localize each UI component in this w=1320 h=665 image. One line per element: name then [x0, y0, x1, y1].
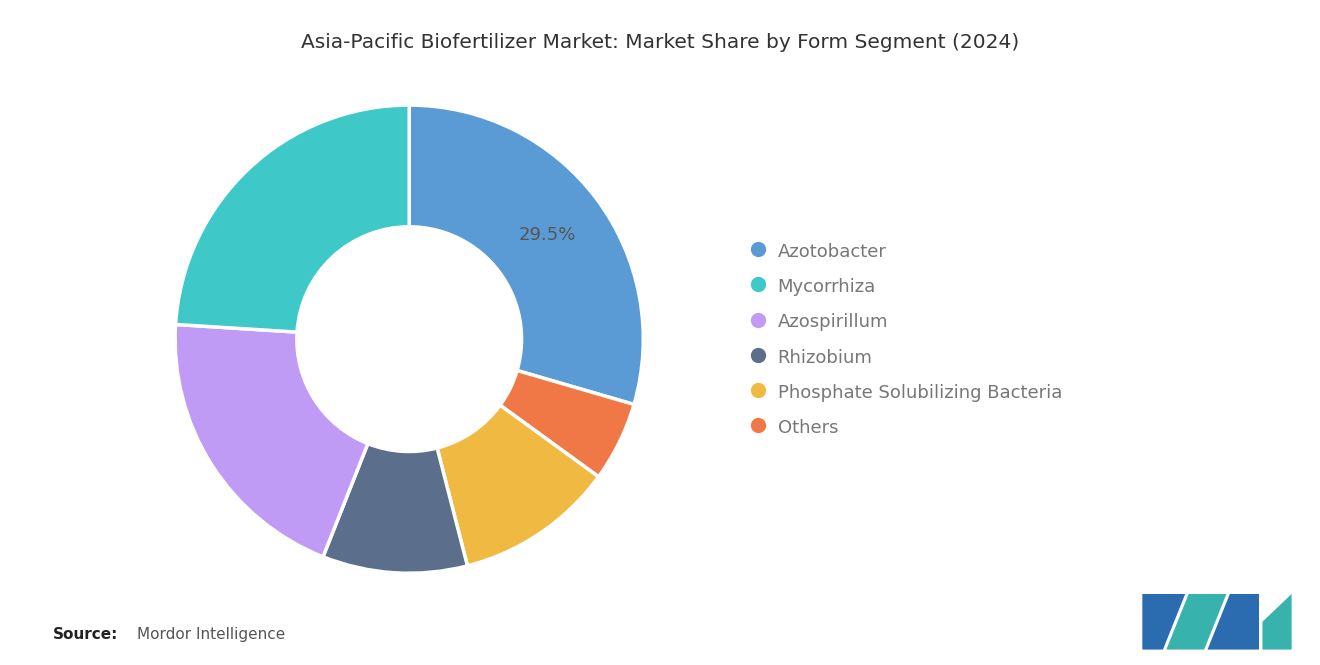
Text: Asia-Pacific Biofertilizer Market: Market Share by Form Segment (2024): Asia-Pacific Biofertilizer Market: Marke…	[301, 33, 1019, 53]
Polygon shape	[1142, 594, 1185, 650]
Polygon shape	[1167, 594, 1226, 650]
Wedge shape	[409, 105, 643, 404]
Polygon shape	[1208, 594, 1259, 650]
Wedge shape	[176, 105, 409, 332]
Text: Mordor Intelligence: Mordor Intelligence	[137, 626, 285, 642]
Wedge shape	[437, 405, 598, 566]
Text: Source:: Source:	[53, 626, 119, 642]
Text: 29.5%: 29.5%	[519, 226, 577, 244]
Polygon shape	[1262, 594, 1291, 650]
Legend: Azotobacter, Mycorrhiza, Azospirillum, Rhizobium, Phosphate Solubilizing Bacteri: Azotobacter, Mycorrhiza, Azospirillum, R…	[748, 241, 1061, 437]
Wedge shape	[176, 325, 368, 557]
Wedge shape	[323, 444, 467, 573]
Wedge shape	[500, 370, 634, 477]
